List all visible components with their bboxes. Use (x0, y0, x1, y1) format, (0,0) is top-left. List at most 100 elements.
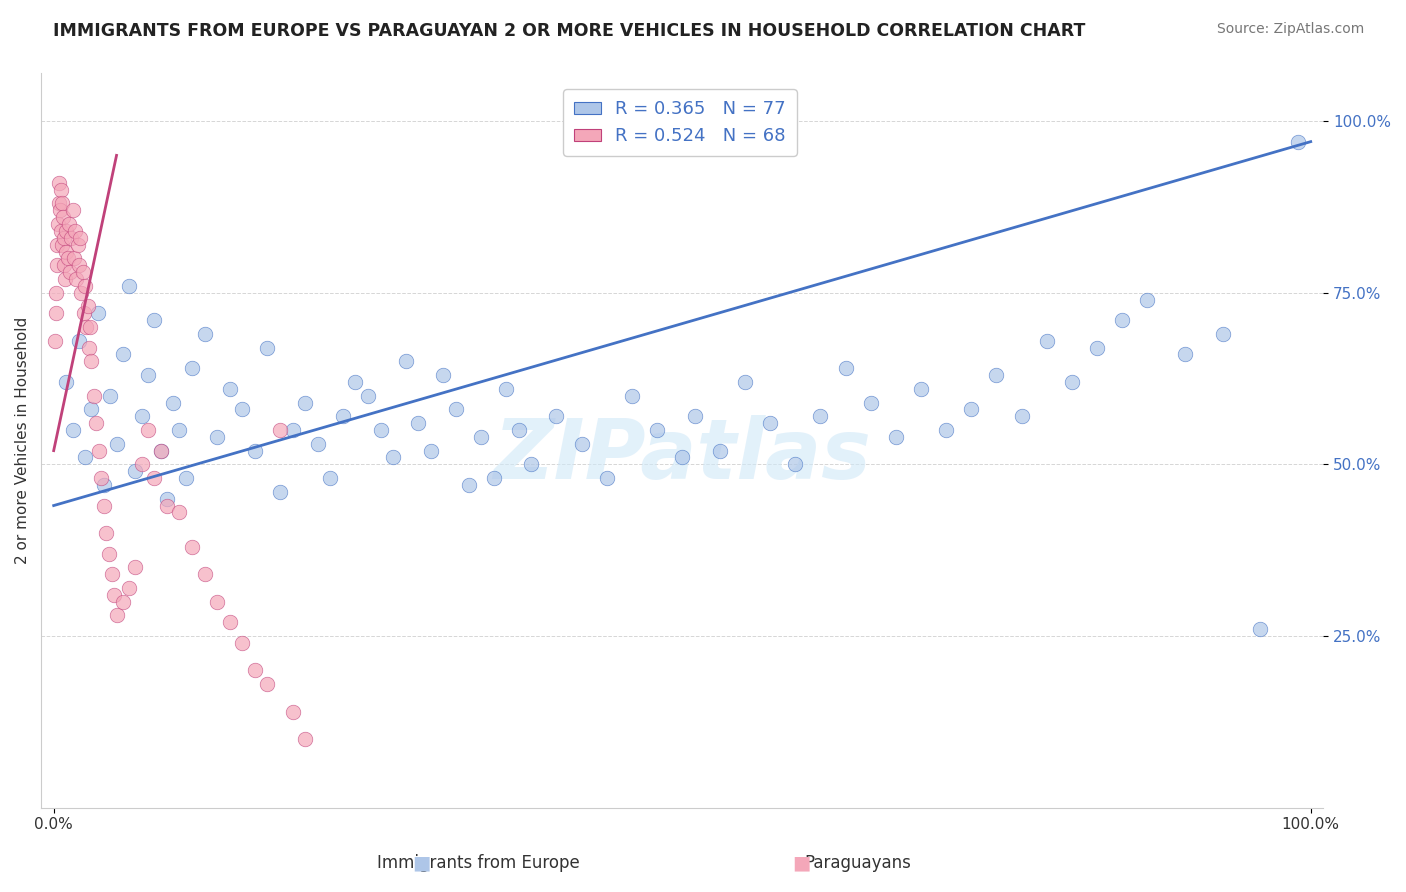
Point (382, 450, 405, 465)
Point (48, 196, 70, 211)
Point (218, 615, 240, 630)
Point (307, 436, 329, 450)
Point (759, 416, 782, 430)
Point (156, 491, 179, 506)
Point (444, 402, 467, 417)
Point (859, 395, 882, 409)
Point (834, 361, 856, 376)
Point (884, 430, 907, 444)
Point (87, 443, 110, 458)
Point (62, 252, 84, 266)
Text: Source: ZipAtlas.com: Source: ZipAtlas.com (1216, 22, 1364, 37)
Point (1249, 622, 1271, 636)
Point (79, 320, 101, 334)
Text: ZIPatlas: ZIPatlas (494, 415, 872, 496)
Point (332, 409, 354, 424)
Point (785, 458, 807, 472)
Point (935, 423, 957, 437)
Point (520, 458, 543, 472)
Point (810, 409, 832, 424)
Point (149, 443, 172, 458)
Point (86, 306, 108, 320)
Point (495, 382, 517, 396)
Point (231, 636, 253, 650)
Point (67, 334, 90, 348)
Point (243, 443, 266, 458)
Point (205, 430, 228, 444)
Point (156, 499, 179, 513)
Point (357, 389, 380, 403)
Point (709, 443, 731, 458)
Point (103, 588, 125, 602)
Point (457, 478, 479, 492)
Point (406, 416, 429, 430)
Point (281, 705, 304, 719)
Point (118, 278, 141, 293)
Point (419, 443, 441, 458)
Point (169, 423, 191, 437)
Point (77, 341, 100, 355)
Point (269, 484, 291, 499)
Point (73, 306, 96, 320)
Text: IMMIGRANTS FROM EUROPE VS PARAGUAYAN 2 OR MORE VEHICLES IN HOUSEHOLD CORRELATION: IMMIGRANTS FROM EUROPE VS PARAGUAYAN 2 O… (53, 22, 1085, 40)
Point (90, 471, 112, 485)
Point (344, 375, 367, 389)
Point (118, 581, 141, 595)
Point (269, 423, 291, 437)
Point (111, 347, 134, 361)
Point (111, 595, 134, 609)
Point (986, 368, 1008, 383)
Point (53, 272, 76, 286)
Text: ■: ■ (792, 854, 811, 872)
Point (671, 450, 693, 465)
Point (100, 567, 122, 582)
Point (105, 436, 128, 450)
Point (98, 547, 121, 561)
Point (620, 389, 643, 403)
Point (143, 471, 166, 485)
Point (75, 450, 97, 465)
Point (76, 300, 98, 314)
Point (72, 265, 94, 279)
Point (174, 471, 197, 485)
Point (734, 375, 756, 389)
Point (80, 354, 103, 368)
Text: ■: ■ (412, 854, 432, 872)
Point (53, 231, 76, 245)
Point (136, 368, 159, 383)
Point (645, 423, 668, 437)
Point (49, 183, 72, 197)
Text: Immigrants from Europe: Immigrants from Europe (377, 855, 579, 872)
Point (46, 237, 69, 252)
Point (66, 237, 89, 252)
Point (58, 217, 80, 231)
Point (432, 368, 454, 383)
Point (1286, 135, 1309, 149)
Point (683, 409, 706, 424)
Point (319, 471, 342, 485)
Point (93, 478, 115, 492)
Point (243, 664, 266, 678)
Point (596, 471, 619, 485)
Text: Paraguayans: Paraguayans (804, 855, 911, 872)
Point (69, 231, 91, 245)
Point (546, 409, 568, 424)
Point (136, 423, 159, 437)
Point (193, 567, 215, 582)
Point (1060, 375, 1083, 389)
Point (205, 595, 228, 609)
Point (294, 395, 316, 409)
Point (52, 210, 75, 224)
Point (105, 608, 128, 623)
Point (470, 430, 492, 444)
Point (55, 244, 77, 259)
Point (59, 265, 82, 279)
Y-axis label: 2 or more Vehicles in Household: 2 or more Vehicles in Household (15, 317, 30, 564)
Point (51, 237, 73, 252)
Point (370, 423, 392, 437)
Point (508, 423, 530, 437)
Point (44, 334, 66, 348)
Point (131, 409, 153, 424)
Point (395, 354, 418, 368)
Point (256, 341, 278, 355)
